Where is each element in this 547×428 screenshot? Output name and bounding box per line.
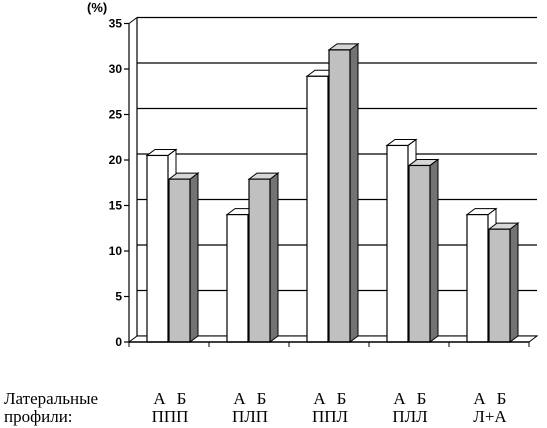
bar-side [269,172,279,343]
series-letter: А [473,389,486,408]
bar-side [189,172,199,343]
category-label: ПЛЛ [392,407,428,426]
series-letter: Б [177,389,187,408]
bar-А-ППЛ [306,75,329,343]
row-label-line2: профили: [4,407,73,426]
category-label: ПЛП [232,407,268,426]
row-label-line1: Латеральные [4,389,98,408]
bar-Б-ППП [168,178,191,343]
series-letter: А [153,389,166,408]
y-tick-label: 25 [109,108,123,122]
category-label: ППЛ [312,407,349,426]
bar-Б-ПЛЛ [408,164,431,343]
series-letter: А [313,389,326,408]
bar-Б-ПЛП [248,178,271,343]
y-tick-label: 10 [109,244,123,258]
bar-А-ПЛП [226,214,249,343]
y-tick-labels: 0 5 10 15 20 25 30 35 [109,17,530,349]
axis-top-diagonal [128,17,138,24]
y-tick-label: 35 [109,17,123,31]
bar-А-Л+А [466,214,489,343]
series-letter: А [233,389,246,408]
series-letter: А [393,389,406,408]
series-letter: Б [497,389,507,408]
y-tick-label: 0 [115,335,122,349]
bar-side [349,42,359,343]
series-letter: Б [337,389,347,408]
bar-side [429,158,439,343]
y-tick-label: 15 [109,199,123,213]
category-label: Л+А [473,407,507,426]
bar-А-ППП [146,154,169,343]
bars [145,42,520,343]
bar-Б-Л+А [488,228,511,343]
axes [128,17,529,343]
bar-Б-ППЛ [328,49,351,343]
y-unit-label: (%) [87,0,107,15]
y-tick-label: 5 [115,290,122,304]
series-letter: Б [417,389,427,408]
category-label: ППП [152,407,189,426]
y-tick-label: 20 [109,153,123,167]
series-letter: Б [257,389,267,408]
bar-side [509,222,519,343]
bar-А-ПЛЛ [386,144,409,343]
y-tick-label: 30 [109,62,123,76]
